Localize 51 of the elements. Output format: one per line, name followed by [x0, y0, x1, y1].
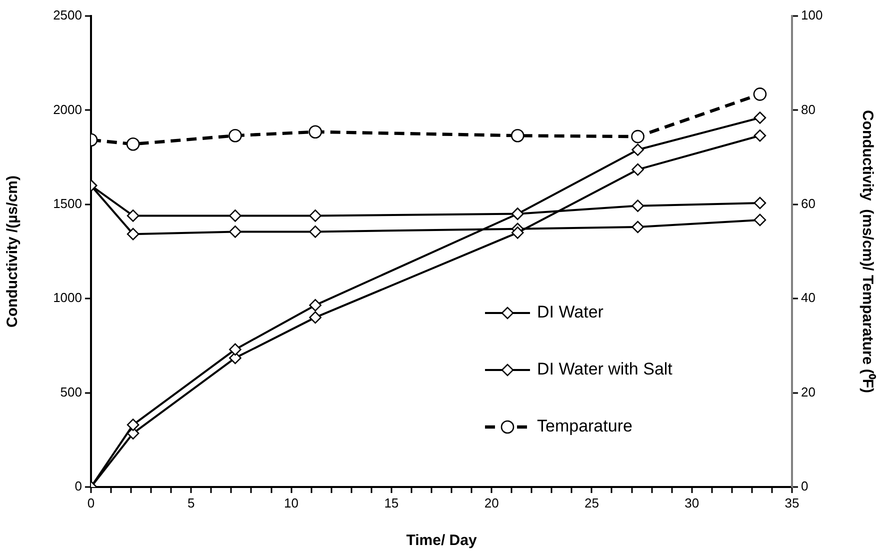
point — [126, 137, 140, 151]
point — [754, 112, 766, 124]
point — [309, 299, 322, 312]
legend-label: DI Water with Salt — [537, 360, 673, 379]
y-axis-title: Conductivity /(µs/cm) — [4, 176, 22, 328]
y2-axis-title: Conductivity (ms/cm)/ Temparature (⁰F) — [858, 110, 877, 394]
x-tick-label: 15 — [384, 495, 399, 510]
y-tick-label: 0 — [74, 478, 82, 494]
x-tick-label: 0 — [87, 495, 95, 510]
y2-tick-label: 60 — [801, 196, 816, 211]
point — [309, 311, 322, 324]
y2-tick-label: 20 — [801, 384, 816, 400]
point — [632, 163, 644, 176]
y2-tick-label: 40 — [801, 290, 816, 306]
x-tick-label: 10 — [284, 495, 299, 510]
x-tick-label: 5 — [188, 495, 195, 510]
point — [632, 200, 644, 212]
point — [754, 129, 766, 142]
point — [126, 228, 140, 240]
point — [753, 88, 767, 101]
y-tick-label: 1500 — [53, 196, 82, 211]
legend-label: Temparature — [537, 416, 632, 436]
x-tick-label: 35 — [784, 495, 800, 510]
y-tick-label: 1000 — [53, 290, 82, 306]
point — [228, 128, 242, 142]
legend-label: DI Water — [537, 302, 604, 322]
y-tick-label: 2000 — [53, 102, 82, 117]
x-axis-title: Time/ Day — [406, 532, 478, 550]
point — [308, 125, 322, 139]
y2-tick-label: 0 — [801, 478, 808, 494]
point — [126, 210, 140, 222]
x-tick-label: 25 — [584, 495, 599, 510]
point — [754, 196, 766, 210]
point — [309, 226, 322, 238]
point — [126, 418, 140, 431]
point — [632, 144, 644, 156]
y-tick-label: 2500 — [53, 8, 82, 23]
point — [229, 226, 242, 238]
point — [229, 210, 242, 222]
point — [309, 210, 322, 222]
point — [754, 214, 766, 226]
y2-tick-label: 100 — [801, 8, 823, 23]
point — [511, 226, 524, 239]
point — [510, 128, 524, 142]
y2-tick-label: 80 — [801, 102, 816, 117]
point — [631, 130, 644, 144]
point — [229, 343, 242, 356]
point — [632, 220, 644, 234]
y-tick-label: 500 — [60, 384, 82, 400]
x-tick-label: 20 — [484, 495, 499, 510]
x-tick-label: 30 — [684, 495, 700, 510]
